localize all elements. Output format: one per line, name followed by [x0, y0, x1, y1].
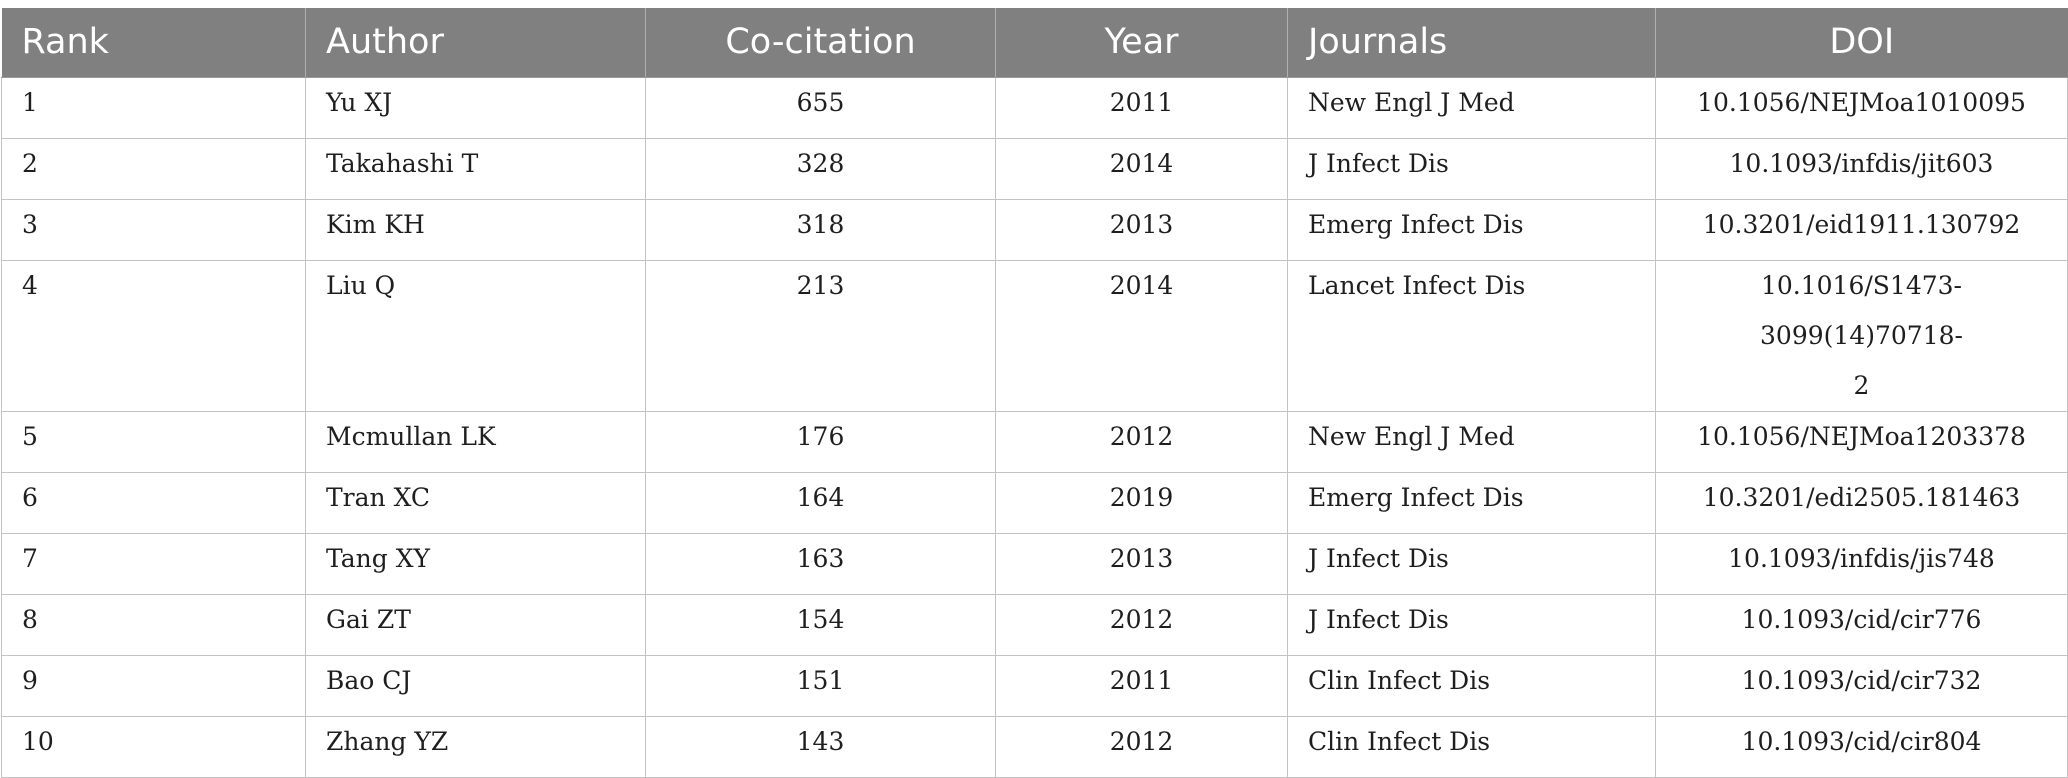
- cell-rank: 3: [1, 199, 306, 261]
- header-year: Year: [995, 8, 1288, 78]
- doi-line-2: 2: [1853, 370, 1870, 400]
- cell-journal: Emerg Infect Dis: [1287, 472, 1656, 534]
- cell-doi: 10.1093/cid/cir776: [1655, 594, 2068, 656]
- cell-co-citation: 318: [645, 199, 996, 261]
- cell-year: 2013: [995, 199, 1288, 261]
- cell-year: 2019: [995, 472, 1288, 534]
- cell-journal: J Infect Dis: [1287, 138, 1656, 200]
- cell-year: 2014: [995, 138, 1288, 200]
- header-row: Rank Author Co-citation Year Journals DO…: [1, 8, 2068, 78]
- cell-author: Zhang YZ: [305, 716, 646, 778]
- cell-author: Yu XJ: [305, 77, 646, 139]
- cell-rank: 1: [1, 77, 306, 139]
- table-row: 3 Kim KH 318 2013 Emerg Infect Dis 10.32…: [1, 199, 2068, 261]
- cell-doi: 10.1093/cid/cir732: [1655, 655, 2068, 717]
- cell-doi: 10.1093/infdis/jis748: [1655, 533, 2068, 595]
- cell-co-citation: 164: [645, 472, 996, 534]
- table-row: 6 Tran XC 164 2019 Emerg Infect Dis 10.3…: [1, 472, 2068, 534]
- header-rank: Rank: [1, 8, 306, 78]
- cell-journal: Emerg Infect Dis: [1287, 199, 1656, 261]
- cell-doi: 10.1016/S1473-3099(14)70718- 2: [1655, 260, 2068, 412]
- cell-rank: 9: [1, 655, 306, 717]
- cell-journal: New Engl J Med: [1287, 77, 1656, 139]
- table-row: 8 Gai ZT 154 2012 J Infect Dis 10.1093/c…: [1, 594, 2068, 656]
- cell-co-citation: 213: [645, 260, 996, 412]
- cell-year: 2013: [995, 533, 1288, 595]
- cell-author: Tang XY: [305, 533, 646, 595]
- cell-rank: 8: [1, 594, 306, 656]
- cell-co-citation: 154: [645, 594, 996, 656]
- cell-year: 2012: [995, 716, 1288, 778]
- cell-co-citation: 163: [645, 533, 996, 595]
- cell-journal: Clin Infect Dis: [1287, 716, 1656, 778]
- cell-journal: Clin Infect Dis: [1287, 655, 1656, 717]
- cell-doi: 10.1056/NEJMoa1010095: [1655, 77, 2068, 139]
- table-row: 1 Yu XJ 655 2011 New Engl J Med 10.1056/…: [1, 77, 2068, 139]
- cell-doi: 10.3201/eid1911.130792: [1655, 199, 2068, 261]
- table-row: 9 Bao CJ 151 2011 Clin Infect Dis 10.109…: [1, 655, 2068, 717]
- cell-year: 2014: [995, 260, 1288, 412]
- table-header: Rank Author Co-citation Year Journals DO…: [1, 8, 2068, 78]
- cell-rank: 5: [1, 411, 306, 473]
- cell-co-citation: 143: [645, 716, 996, 778]
- cell-doi: 10.1056/NEJMoa1203378: [1655, 411, 2068, 473]
- doi-line-1: 10.1016/S1473-3099(14)70718-: [1760, 270, 1963, 350]
- table-row: 5 Mcmullan LK 176 2012 New Engl J Med 10…: [1, 411, 2068, 473]
- cell-co-citation: 176: [645, 411, 996, 473]
- cell-year: 2011: [995, 77, 1288, 139]
- cell-year: 2012: [995, 411, 1288, 473]
- cell-author: Bao CJ: [305, 655, 646, 717]
- cell-doi: 10.3201/edi2505.181463: [1655, 472, 2068, 534]
- cell-journal: Lancet Infect Dis: [1287, 260, 1656, 412]
- cell-journal: J Infect Dis: [1287, 533, 1656, 595]
- cell-doi: 10.1093/cid/cir804: [1655, 716, 2068, 778]
- cell-author: Gai ZT: [305, 594, 646, 656]
- table-row: 2 Takahashi T 328 2014 J Infect Dis 10.1…: [1, 138, 2068, 200]
- header-journals: Journals: [1287, 8, 1656, 78]
- cell-author: Mcmullan LK: [305, 411, 646, 473]
- table-row: 10 Zhang YZ 143 2012 Clin Infect Dis 10.…: [1, 716, 2068, 778]
- cell-rank: 4: [1, 260, 306, 412]
- cell-year: 2012: [995, 594, 1288, 656]
- header-co-citation: Co-citation: [645, 8, 996, 78]
- header-author: Author: [305, 8, 646, 78]
- cell-co-citation: 328: [645, 138, 996, 200]
- cell-author: Liu Q: [305, 260, 646, 412]
- cell-doi: 10.1093/infdis/jit603: [1655, 138, 2068, 200]
- cell-author: Kim KH: [305, 199, 646, 261]
- cell-journal: New Engl J Med: [1287, 411, 1656, 473]
- cell-author: Tran XC: [305, 472, 646, 534]
- cell-rank: 10: [1, 716, 306, 778]
- header-doi: DOI: [1655, 8, 2068, 78]
- cell-journal: J Infect Dis: [1287, 594, 1656, 656]
- cell-co-citation: 655: [645, 77, 996, 139]
- co-citation-table: Rank Author Co-citation Year Journals DO…: [1, 8, 2068, 778]
- cell-rank: 6: [1, 472, 306, 534]
- cell-rank: 7: [1, 533, 306, 595]
- table-row: 7 Tang XY 163 2013 J Infect Dis 10.1093/…: [1, 533, 2068, 595]
- cell-author: Takahashi T: [305, 138, 646, 200]
- cell-rank: 2: [1, 138, 306, 200]
- table-row: 4 Liu Q 213 2014 Lancet Infect Dis 10.10…: [1, 260, 2068, 412]
- table-body: 1 Yu XJ 655 2011 New Engl J Med 10.1056/…: [1, 77, 2068, 778]
- cell-year: 2011: [995, 655, 1288, 717]
- cell-co-citation: 151: [645, 655, 996, 717]
